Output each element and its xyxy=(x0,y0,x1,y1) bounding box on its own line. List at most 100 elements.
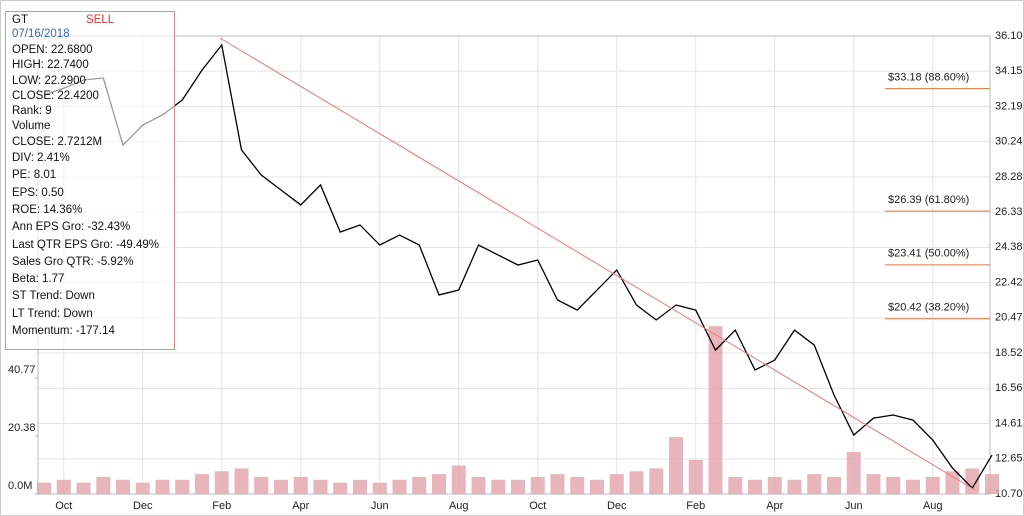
volume-bar xyxy=(451,465,466,494)
volume-bar xyxy=(372,482,387,494)
volume-bar xyxy=(135,482,150,494)
volume-bar xyxy=(965,468,980,494)
info-line: CLOSE: 2.7212M xyxy=(12,135,103,148)
info-line: Momentum: -177.14 xyxy=(12,325,115,338)
volume-bar xyxy=(530,476,545,494)
volume-bar xyxy=(609,474,624,494)
volume-bar xyxy=(649,468,664,494)
trend-line xyxy=(219,37,976,491)
info-line: LT Trend: Down xyxy=(12,307,93,320)
volume-bar xyxy=(787,479,802,494)
volume-bar xyxy=(886,476,901,494)
signal: SELL xyxy=(85,14,115,26)
info-line: Rank: 9 xyxy=(12,105,52,118)
y-tick-label: 16.56 xyxy=(995,382,1023,394)
info-line: DIV: 2.41% xyxy=(12,152,70,165)
y-tick-label: 34.15 xyxy=(995,65,1023,77)
volume-bar xyxy=(728,476,743,494)
volume-bar xyxy=(669,437,683,494)
volume-bar xyxy=(906,479,920,494)
fib-label: $26.39 (61.80%) xyxy=(888,194,969,206)
volume-bar xyxy=(491,479,506,494)
volume-bar xyxy=(570,476,585,494)
volume-bar xyxy=(846,451,861,494)
volume-bar xyxy=(175,479,190,494)
volume-bar xyxy=(708,326,723,494)
volume-bar xyxy=(76,482,91,494)
y-tick-label: 36.10 xyxy=(995,30,1023,42)
x-tick-label: Dec xyxy=(607,500,627,512)
x-tick-label: Feb xyxy=(686,500,705,512)
volume-bar xyxy=(550,474,565,494)
volume-bar xyxy=(629,471,644,494)
info-line: EPS: 0.50 xyxy=(12,186,64,199)
info-line: CLOSE: 22.4200 xyxy=(12,89,99,102)
y-tick-label: 24.38 xyxy=(995,241,1023,253)
y-tick-label: 28.28 xyxy=(995,171,1023,183)
info-line: Volume xyxy=(12,120,51,133)
volume-bar xyxy=(214,471,229,494)
y2-tick-label: 0.0M xyxy=(8,480,32,492)
info-line: PE: 8.01 xyxy=(12,169,57,182)
info-line: LOW: 22.2900 xyxy=(12,74,86,87)
y2-tick-label: 20.38 xyxy=(8,422,36,434)
x-tick-label: Jun xyxy=(371,500,389,512)
fib-label: $33.18 (88.60%) xyxy=(888,72,969,84)
volume-bar xyxy=(392,479,407,494)
info-line: ROE: 14.36% xyxy=(12,203,83,216)
y2-tick-label: 40.77 xyxy=(8,364,36,376)
x-tick-label: Dec xyxy=(133,500,153,512)
volume-bar xyxy=(688,459,703,494)
x-tick-label: Jun xyxy=(845,500,863,512)
info-line: ST Trend: Down xyxy=(12,290,95,303)
volume-bar xyxy=(748,479,762,494)
volume-bar xyxy=(511,479,525,494)
ticker-row: GT SELL xyxy=(12,13,174,27)
volume-bar xyxy=(234,468,249,494)
fib-label: $20.42 (38.20%) xyxy=(888,302,969,314)
volume-bar xyxy=(985,474,999,494)
volume-bar xyxy=(56,479,71,494)
x-tick-label: Apr xyxy=(766,500,783,512)
x-tick-label: Apr xyxy=(292,500,309,512)
y-tick-label: 26.33 xyxy=(995,206,1023,218)
volume-bar xyxy=(412,476,427,494)
volume-bar xyxy=(925,476,940,494)
price-line xyxy=(43,43,993,490)
volume-bar xyxy=(195,474,209,494)
volume-bar xyxy=(37,482,51,494)
x-tick-label: Feb xyxy=(212,500,231,512)
volume-bar xyxy=(945,471,960,494)
info-box: GT SELL 07/16/2018 OPEN: 22.6800 HIGH: 22.… xyxy=(5,11,175,350)
x-tick-label: Oct xyxy=(55,500,72,512)
y-tick-label: 32.19 xyxy=(995,100,1023,112)
volume-bar xyxy=(590,479,604,494)
info-line: Ann EPS Gro: -32.43% xyxy=(12,221,131,234)
y-tick-label: 18.52 xyxy=(995,347,1023,359)
volume-bar xyxy=(807,474,822,494)
volume-bar xyxy=(432,474,446,494)
info-line: Beta: 1.77 xyxy=(12,273,65,286)
info-line: Last QTR EPS Gro: -49.49% xyxy=(12,238,160,251)
y-tick-label: 12.65 xyxy=(995,453,1023,465)
date: 07/16/2018 xyxy=(12,28,70,40)
y-tick-label: 22.42 xyxy=(995,277,1023,289)
plot-border xyxy=(37,35,991,495)
info-line: HIGH: 22.7400 xyxy=(12,59,89,72)
y-tick-label: 20.47 xyxy=(995,312,1023,324)
volume-bar xyxy=(116,479,130,494)
x-tick-label: Aug xyxy=(923,500,943,512)
x-tick-label: Aug xyxy=(449,500,469,512)
y-tick-label: 14.61 xyxy=(995,417,1023,429)
volume-bar xyxy=(471,476,486,494)
volume-bar xyxy=(155,479,170,494)
volume-bar xyxy=(353,479,367,494)
volume-bar xyxy=(96,476,111,494)
x-tick-label: Oct xyxy=(529,500,546,512)
volume-bar xyxy=(313,479,328,494)
ticker: GT xyxy=(12,14,28,26)
y-tick-label: 30.24 xyxy=(995,136,1023,148)
info-lines: OPEN: 22.6800 HIGH: 22.7400 LOW: 22.2900 CL… xyxy=(12,43,174,340)
